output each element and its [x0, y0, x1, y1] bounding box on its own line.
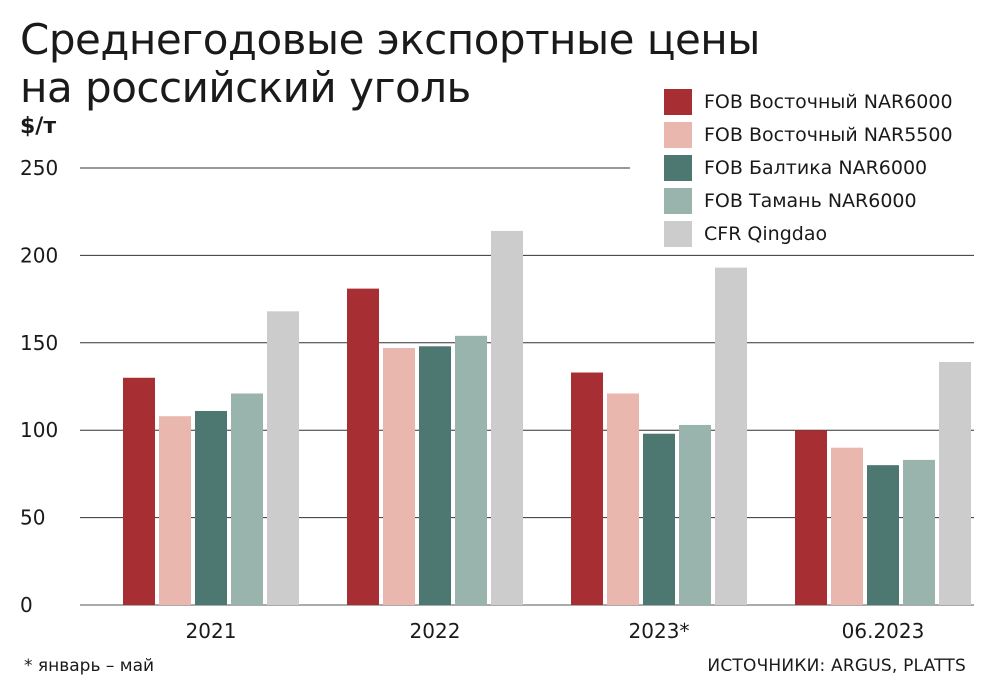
bar: [795, 430, 827, 605]
legend-item: FOB Тамань NAR6000: [664, 184, 953, 217]
y-tick-label: 150: [20, 331, 58, 355]
x-tick-label: 06.2023: [842, 619, 925, 643]
y-tick-label: 0: [20, 593, 33, 617]
legend-swatch: [664, 187, 692, 214]
y-tick-label: 100: [20, 418, 58, 442]
bar: [607, 393, 639, 605]
legend-item: FOB Восточный NAR5500: [664, 118, 953, 151]
legend-item: CFR Qingdao: [664, 217, 953, 250]
legend-label: CFR Qingdao: [704, 222, 828, 245]
bar: [455, 335, 487, 605]
bar: [867, 465, 899, 605]
bar: [383, 348, 415, 605]
legend-label: FOB Восточный NAR6000: [704, 90, 953, 113]
legend-swatch: [664, 88, 692, 115]
x-tick-label: 2022: [410, 619, 461, 643]
chart-title-line-2: на российский уголь: [20, 63, 471, 112]
bar: [123, 377, 155, 605]
bar: [831, 447, 863, 605]
chart-title-line-1: Среднегодовые экспортные цены: [20, 15, 760, 64]
bar: [571, 372, 603, 605]
y-tick-label: 200: [20, 243, 58, 267]
bar: [231, 393, 263, 605]
y-tick-label: 50: [20, 506, 45, 530]
legend-label: FOB Тамань NAR6000: [704, 189, 917, 212]
bar: [267, 311, 299, 605]
y-axis-unit-label: $/т: [20, 114, 57, 139]
bar: [903, 459, 935, 605]
chart-footnote: * январь – май: [24, 656, 155, 676]
bar: [195, 410, 227, 605]
chart-source: ИСТОЧНИКИ: ARGUS, PLATTS: [707, 656, 966, 676]
legend-label: FOB Восточный NAR5500: [704, 123, 953, 146]
x-tick-label: 2023*: [629, 619, 690, 643]
bar: [347, 288, 379, 605]
legend-swatch: [664, 154, 692, 181]
bar: [159, 416, 191, 605]
legend-label: FOB Балтика NAR6000: [704, 156, 928, 179]
legend-swatch: [664, 220, 692, 247]
bar: [715, 267, 747, 605]
x-tick-label: 2021: [186, 619, 237, 643]
bar: [643, 433, 675, 605]
bar: [419, 346, 451, 605]
bar: [491, 230, 523, 606]
chart-title: Среднегодовые экспортные цены на российс…: [20, 16, 760, 112]
y-tick-label: 250: [20, 156, 58, 180]
legend-swatch: [664, 121, 692, 148]
legend-item: FOB Балтика NAR6000: [664, 151, 953, 184]
chart-legend: FOB Восточный NAR6000 FOB Восточный NAR55…: [664, 85, 953, 250]
legend-item: FOB Восточный NAR6000: [664, 85, 953, 118]
bar: [679, 424, 711, 605]
bar: [939, 362, 971, 605]
